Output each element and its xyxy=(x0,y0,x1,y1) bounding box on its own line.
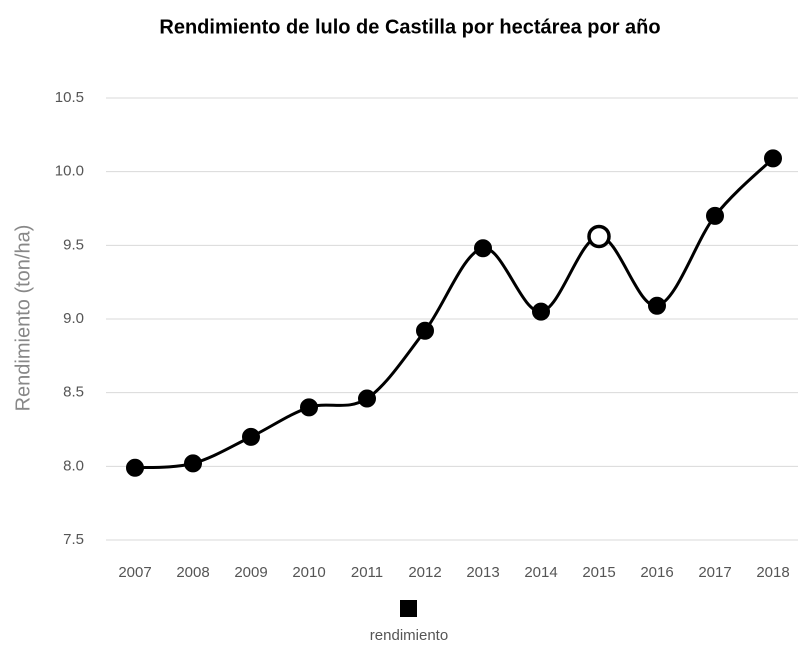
y-tick-label: 8.0 xyxy=(63,457,84,474)
x-tick-label: 2016 xyxy=(640,564,673,581)
point xyxy=(587,224,611,249)
point xyxy=(126,458,144,477)
point xyxy=(416,321,434,340)
y-tick-label: 9.5 xyxy=(63,236,84,253)
point xyxy=(764,149,782,168)
point xyxy=(300,398,318,417)
x-tick-label: 2018 xyxy=(756,564,789,581)
line xyxy=(134,157,775,470)
y-axis-label: Rendimiento (ton/ha) xyxy=(12,225,34,412)
point xyxy=(474,239,492,258)
point xyxy=(242,427,260,446)
x-tick-label: 2007 xyxy=(118,564,151,581)
x-tick-label: 2011 xyxy=(351,564,383,581)
x-tick-label: 2017 xyxy=(698,564,731,581)
point xyxy=(358,389,376,408)
legend-swatch xyxy=(400,600,417,617)
y-tick-label: 10.5 xyxy=(55,89,84,106)
x-tick-label: 2009 xyxy=(234,564,267,581)
y-tick-label: 10.0 xyxy=(55,163,84,180)
point xyxy=(706,206,724,225)
point xyxy=(648,296,666,315)
point xyxy=(184,454,202,473)
x-tick-label: 2008 xyxy=(176,564,209,581)
x-tick-label: 2010 xyxy=(292,564,325,581)
point xyxy=(532,302,550,321)
chart-title: Rendimiento de lulo de Castilla por hect… xyxy=(159,16,660,38)
x-tick-label: 2014 xyxy=(524,564,557,581)
legend-label: rendimiento xyxy=(370,627,448,644)
y-tick-label: 8.5 xyxy=(63,384,84,401)
y-tick-label: 9.0 xyxy=(63,310,84,327)
x-tick-label: 2013 xyxy=(466,564,499,581)
x-tick-label: 2015 xyxy=(582,564,615,581)
x-tick-label: 2012 xyxy=(408,564,441,581)
y-tick-label: 7.5 xyxy=(63,531,84,548)
